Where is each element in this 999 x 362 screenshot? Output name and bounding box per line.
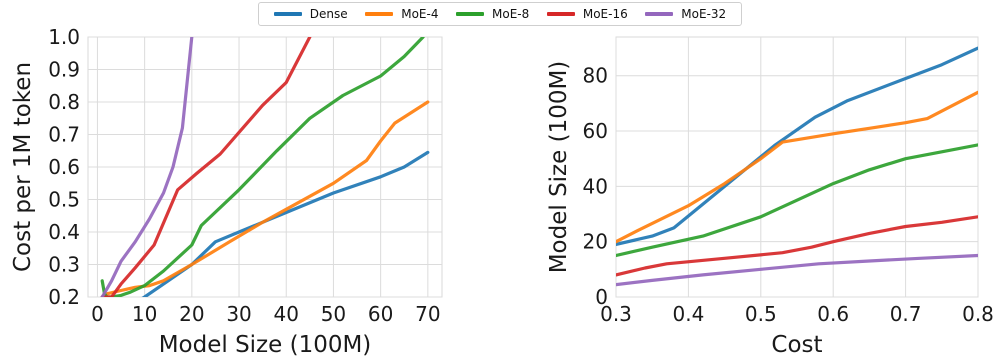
x-tick-label: 0.5 xyxy=(745,302,777,326)
x-tick-label: 50 xyxy=(321,302,346,326)
y-tick-label: 60 xyxy=(583,119,608,143)
x-tick-label: 70 xyxy=(415,302,440,326)
left-panel-cost-vs-size: 0 10 20 30 40 50 60 70 0.2 0.3 0.4 0.5 0.6 0.7 0.8 0.9 1… xyxy=(10,25,443,358)
series-line-moe-32 xyxy=(100,37,194,297)
legend-entry-dense: Dense xyxy=(273,7,348,21)
legend-label: MoE-32 xyxy=(681,7,727,21)
x-tick-label: 0.7 xyxy=(890,302,922,326)
chart-legend: Dense MoE-4 MoE-8 MoE-16 MoE-32 xyxy=(258,2,742,26)
y-tick-label: 1.0 xyxy=(48,25,80,49)
legend-swatch xyxy=(456,12,485,16)
x-tick-label: 10 xyxy=(132,302,157,326)
legend-label: Dense xyxy=(309,7,348,21)
series-line-1 xyxy=(616,46,978,246)
x-tick-label: 0.8 xyxy=(962,302,994,326)
y-axis-label: Cost per 1M token xyxy=(10,62,36,272)
series-line-moe-4 xyxy=(100,100,430,297)
y-tick-label: 0.8 xyxy=(48,90,80,114)
x-axis-label: Model Size (100M) xyxy=(159,332,372,358)
series-line-3 xyxy=(616,143,978,258)
y-tick-label: 0.5 xyxy=(48,188,80,212)
series-line-2 xyxy=(616,90,978,244)
legend-swatch xyxy=(546,12,575,16)
legend-entry-moe-16: MoE-16 xyxy=(546,7,628,21)
series-line-4 xyxy=(616,215,978,277)
legend-entry-moe-32: MoE-32 xyxy=(645,7,726,21)
x-tick-label: 30 xyxy=(226,302,251,326)
legend-entry-moe-8: MoE-8 xyxy=(456,7,529,21)
x-tick-label: 0.4 xyxy=(672,302,704,326)
legend-label: MoE-4 xyxy=(401,7,439,21)
legend-entry-moe-4: MoE-4 xyxy=(365,7,438,21)
legend-swatch xyxy=(273,12,302,16)
legend-label: MoE-8 xyxy=(492,7,530,21)
y-tick-label: 80 xyxy=(583,64,608,88)
plot-area xyxy=(615,36,979,298)
x-axis-label: Cost xyxy=(771,332,822,358)
y-tick-label: 0.2 xyxy=(48,285,80,309)
x-tick-label: 20 xyxy=(179,302,204,326)
x-tick-label: 0.3 xyxy=(600,302,632,326)
y-tick-label: 0.7 xyxy=(48,123,80,147)
right-panel-size-vs-cost: 0.3 0.4 0.5 0.6 0.7 0.8 0 20 40 60 80 Cost Model Siz… xyxy=(546,36,994,358)
legend-label: MoE-16 xyxy=(582,7,628,21)
x-tick-label: 60 xyxy=(368,302,393,326)
legend-swatch xyxy=(365,12,394,16)
series-line-dense xyxy=(141,150,430,297)
y-tick-label: 40 xyxy=(583,174,608,198)
x-tick-label: 40 xyxy=(274,302,299,326)
y-tick-label: 0.6 xyxy=(48,155,80,179)
y-tick-label: 0.4 xyxy=(48,220,80,244)
series-line-5 xyxy=(616,253,978,287)
legend-swatch xyxy=(645,12,674,16)
y-tick-label: 0 xyxy=(595,285,608,309)
x-tick-label: 0.6 xyxy=(817,302,849,326)
series-line-moe-8 xyxy=(100,37,425,297)
y-tick-label: 0.9 xyxy=(48,58,80,82)
y-tick-label: 0.3 xyxy=(48,253,80,277)
series-line-moe-16 xyxy=(100,37,312,297)
x-tick-label: 0 xyxy=(91,302,104,326)
y-axis-label: Model Size (100M) xyxy=(546,61,572,274)
y-tick-label: 20 xyxy=(583,230,608,254)
